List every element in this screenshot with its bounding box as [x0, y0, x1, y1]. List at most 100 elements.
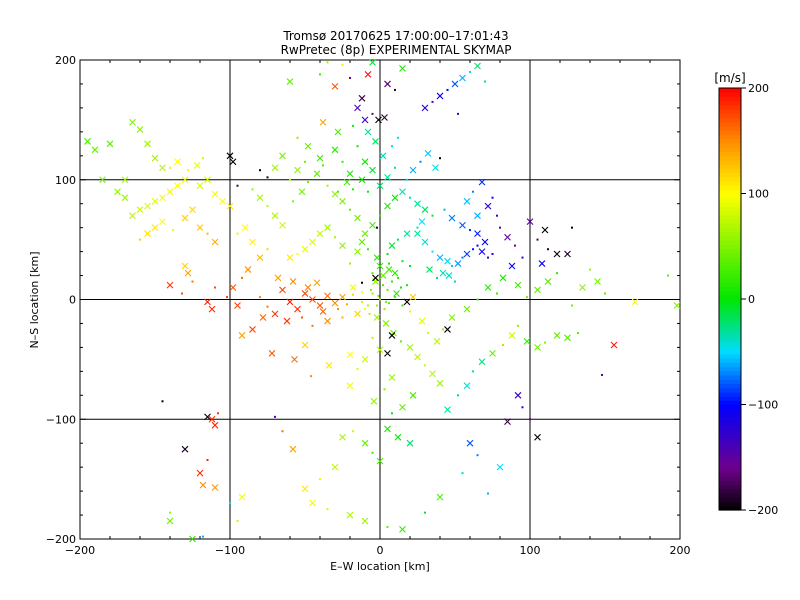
data-point-cross: [271, 310, 279, 318]
data-point-dot: [371, 112, 374, 115]
data-point-dot: [371, 336, 374, 339]
data-point-dot: [391, 145, 393, 148]
data-point-dot: [349, 76, 351, 79]
data-point-cross: [385, 266, 393, 273]
data-point-cross: [99, 176, 106, 184]
colorbar-segment: [719, 185, 741, 190]
colorbar-segment: [719, 353, 741, 359]
colorbar-segment: [719, 379, 741, 384]
data-point-cross: [339, 242, 346, 250]
colorbar-segment: [719, 476, 741, 482]
y-axis-label: N–S location [km]: [28, 251, 41, 348]
data-point-cross: [358, 94, 366, 102]
data-point-cross: [361, 439, 369, 447]
colorbar-segment: [719, 113, 741, 119]
colorbar-segment: [719, 223, 741, 228]
data-point-cross: [429, 370, 436, 378]
colorbar-segment: [719, 277, 741, 283]
data-point-dot: [326, 61, 329, 64]
data-point-cross: [226, 202, 234, 210]
data-point-dot: [487, 256, 489, 259]
data-point-cross: [372, 274, 379, 282]
data-point-cross: [226, 152, 234, 160]
data-point-cross: [474, 212, 481, 220]
colorbar-segment: [719, 421, 741, 427]
data-point-cross: [256, 194, 264, 202]
data-point-dot: [352, 188, 354, 191]
data-point-cross: [286, 254, 294, 261]
data-point-cross: [384, 173, 391, 181]
colorbar-segment: [719, 193, 741, 199]
data-point-dot: [436, 276, 438, 279]
data-point-cross: [279, 221, 286, 229]
data-point-cross: [301, 485, 309, 493]
colorbar-segment: [719, 324, 741, 330]
data-point-cross: [121, 176, 129, 184]
data-point-dot: [571, 304, 573, 307]
data-point-dot: [368, 312, 371, 315]
data-point-cross: [331, 146, 339, 154]
data-point-cross: [409, 166, 417, 174]
data-point-dot: [517, 324, 519, 327]
data-point-dot: [476, 244, 479, 247]
data-point-dot: [214, 286, 216, 289]
data-point-dot: [382, 284, 384, 287]
data-point-cross: [339, 197, 346, 205]
data-point-dot: [521, 256, 524, 259]
data-point-dot: [454, 280, 456, 283]
data-point-dot: [431, 250, 434, 253]
data-point-cross: [406, 344, 414, 351]
data-point-dot: [356, 145, 359, 148]
data-point-cross: [354, 310, 361, 318]
data-point-dot: [352, 124, 354, 127]
colorbar-segment: [719, 180, 741, 186]
data-point-cross: [144, 202, 151, 210]
data-point-cross: [444, 257, 451, 265]
data-point-dot: [400, 340, 402, 343]
data-point-cross: [324, 317, 331, 325]
data-point-cross: [564, 250, 571, 258]
data-point-dot: [301, 316, 303, 319]
colorbar-tick-label: −200: [748, 504, 778, 517]
data-point-dot: [386, 526, 389, 529]
data-point-dot: [406, 284, 408, 287]
data-point-dot: [361, 291, 363, 294]
data-point-cross: [523, 338, 531, 345]
colorbar-segment: [719, 159, 741, 165]
data-point-cross: [499, 274, 507, 282]
data-point-dot: [526, 296, 528, 299]
colorbar-tick-label: −100: [748, 399, 778, 412]
colorbar-segment: [719, 366, 741, 372]
data-point-dot: [367, 190, 369, 193]
data-points: [84, 59, 681, 543]
data-point-dot: [442, 328, 444, 331]
colorbar-segment: [719, 412, 741, 418]
data-point-cross: [358, 176, 366, 184]
colorbar-segment: [719, 261, 741, 266]
data-point-dot: [259, 296, 261, 299]
data-point-cross: [283, 317, 291, 325]
data-point-cross: [544, 278, 552, 285]
data-point-cross: [289, 278, 297, 285]
data-point-dot: [341, 160, 344, 163]
data-point-cross: [424, 150, 432, 157]
data-point-dot: [367, 248, 369, 251]
colorbar-segment: [719, 96, 741, 102]
data-point-cross: [391, 194, 399, 202]
plot-area: −200 −100 0 100 200 −200 −100 0 100 200: [46, 54, 691, 557]
data-point-dot: [334, 236, 336, 239]
data-point-cross: [414, 230, 421, 238]
data-point-cross: [445, 272, 453, 279]
colorbar-tick-label: 100: [748, 188, 769, 201]
colorbar-segment: [719, 446, 741, 452]
chart-subtitle: RwPretec (8p) EXPERIMENTAL SKYMAP: [281, 43, 512, 57]
data-point-dot: [364, 308, 366, 311]
data-point-dot: [187, 169, 189, 172]
data-point-cross: [339, 433, 346, 441]
data-point-dot: [547, 248, 549, 251]
x-tick-label: −200: [65, 544, 95, 557]
data-point-cross: [391, 269, 399, 277]
x-tick-label: 0: [377, 544, 384, 557]
data-point-cross: [279, 286, 286, 294]
data-point-cross: [369, 59, 376, 66]
